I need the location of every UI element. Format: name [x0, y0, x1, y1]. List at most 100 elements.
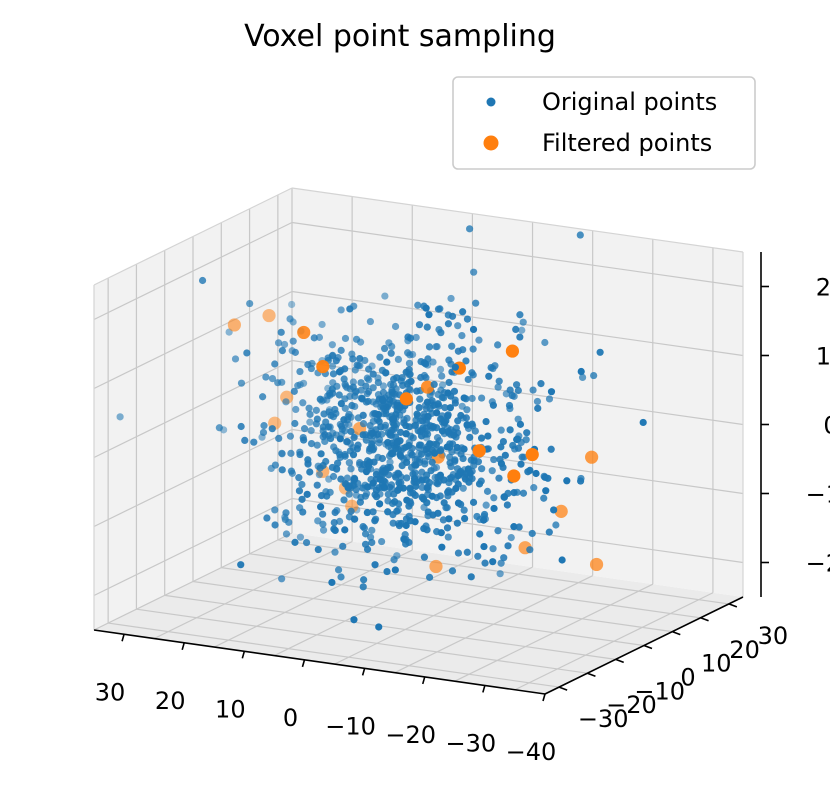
original-point: [496, 570, 504, 578]
original-point: [497, 460, 506, 468]
original-point: [471, 427, 479, 435]
original-point: [278, 346, 286, 355]
original-point: [317, 492, 326, 500]
original-point: [362, 382, 370, 390]
original-point: [444, 428, 452, 436]
original-point: [545, 528, 553, 536]
original-point: [475, 480, 484, 488]
original-point: [389, 449, 397, 458]
x-tick-label: −10: [325, 712, 376, 740]
original-point: [274, 379, 282, 387]
original-point: [448, 567, 457, 575]
original-point: [433, 409, 441, 417]
original-point: [419, 424, 427, 432]
z-tick-label: 10: [816, 343, 830, 371]
grid-line-z: [291, 290, 744, 357]
original-point: [436, 447, 445, 455]
x-tick-label: 30: [95, 678, 126, 706]
original-point: [350, 476, 358, 484]
original-point: [363, 508, 371, 517]
original-point: [510, 489, 518, 497]
x-tick-mark: [241, 651, 246, 659]
original-point: [445, 515, 453, 523]
original-point: [470, 268, 478, 276]
original-point: [415, 441, 424, 449]
original-point: [393, 438, 401, 447]
original-point: [433, 434, 442, 442]
original-point: [315, 471, 323, 479]
original-point: [307, 439, 316, 448]
original-point: [394, 486, 402, 494]
original-point: [384, 508, 392, 516]
original-point: [403, 474, 411, 482]
y-tick-label: 10: [701, 650, 732, 678]
original-point: [537, 380, 545, 388]
original-point: [459, 454, 467, 463]
original-point: [326, 434, 335, 443]
original-point: [497, 443, 505, 451]
original-point: [480, 542, 488, 551]
original-point: [526, 466, 534, 475]
original-point: [428, 424, 436, 432]
grid-line-y: [192, 580, 645, 647]
x-tick-label: 10: [215, 695, 246, 723]
grid-line-z: [291, 221, 744, 288]
original-point: [380, 344, 389, 353]
original-point: [341, 365, 349, 373]
original-point: [300, 425, 309, 433]
original-point: [413, 387, 421, 395]
original-point: [495, 377, 503, 385]
original-point: [374, 378, 382, 387]
original-point: [345, 410, 353, 418]
original-point: [477, 434, 486, 442]
filtered-point: [505, 344, 520, 358]
original-point: [463, 406, 471, 414]
filtered-point: [525, 447, 539, 462]
original-point: [542, 487, 550, 495]
original-point: [379, 467, 387, 476]
original-point: [484, 432, 492, 440]
original-point: [425, 573, 434, 581]
original-point: [405, 441, 413, 450]
original-point: [450, 431, 458, 439]
original-point: [331, 526, 339, 535]
original-point: [463, 315, 472, 323]
original-point: [313, 481, 321, 489]
original-point: [329, 370, 338, 378]
original-point: [280, 340, 289, 349]
original-point: [314, 545, 322, 554]
original-point: [436, 471, 444, 479]
original-point: [319, 461, 327, 470]
original-point: [490, 494, 498, 502]
original-point: [454, 499, 463, 507]
original-point: [363, 545, 372, 553]
original-point: [468, 369, 476, 377]
legend-label-original: Original points: [542, 88, 717, 116]
original-point: [360, 576, 368, 584]
original-point: [516, 420, 525, 428]
original-point: [434, 305, 443, 313]
original-point: [296, 533, 305, 541]
original-point: [345, 490, 353, 498]
original-point: [337, 475, 345, 483]
original-point: [376, 475, 384, 484]
original-point: [351, 515, 359, 523]
original-point: [321, 431, 329, 439]
original-point: [445, 378, 453, 387]
original-point: [282, 530, 291, 538]
original-point: [445, 356, 453, 364]
original-point: [454, 322, 462, 330]
y-tick-mark: [587, 672, 596, 677]
original-point: [271, 461, 279, 469]
original-point: [426, 440, 434, 448]
y-tick-mark: [615, 658, 624, 664]
original-point: [463, 548, 471, 556]
x-tick-mark: [542, 693, 546, 702]
original-point: [371, 561, 379, 569]
original-point: [443, 524, 452, 532]
filtered-point: [507, 469, 521, 483]
original-point: [295, 487, 304, 495]
original-point: [278, 466, 286, 474]
filtered-point: [429, 559, 443, 574]
original-point: [271, 506, 279, 514]
